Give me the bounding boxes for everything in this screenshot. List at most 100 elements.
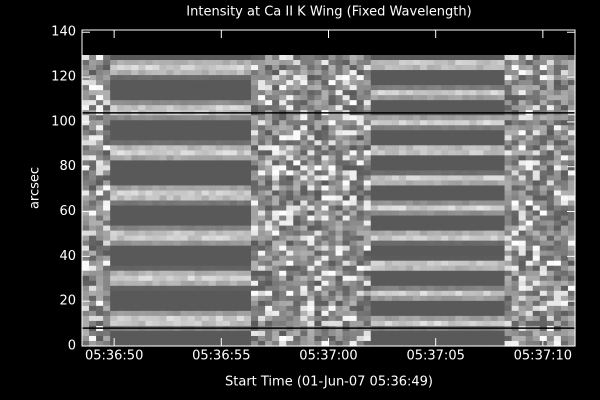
image-cell (96, 55, 104, 61)
image-cell (243, 145, 252, 151)
image-cell (455, 255, 463, 262)
image-cell (222, 90, 231, 96)
image-cell (567, 95, 576, 101)
image-cell (236, 230, 245, 237)
image-cell (391, 300, 400, 307)
image-cell (469, 205, 477, 212)
image-cell (201, 285, 210, 292)
image-cell (349, 105, 358, 111)
image-cell (173, 235, 182, 242)
image-cell (222, 235, 231, 242)
image-cell (166, 210, 175, 217)
image-cell (377, 275, 386, 282)
image-cell (286, 170, 294, 177)
image-cell (328, 130, 337, 136)
image-cell (462, 275, 470, 282)
image-cell (286, 330, 294, 337)
image-cell (314, 160, 323, 166)
image-cell (349, 170, 358, 177)
image-cell (159, 320, 168, 327)
image-cell (222, 250, 231, 257)
image-cell (138, 300, 146, 307)
image-cell (504, 165, 513, 171)
image-cell (413, 60, 421, 66)
image-cell (349, 270, 358, 277)
image-cell (462, 160, 470, 166)
image-cell (173, 60, 182, 66)
image-cell (321, 180, 330, 187)
image-cell (159, 125, 168, 131)
image-cell (180, 320, 189, 327)
image-cell (229, 115, 238, 121)
image-cell (427, 150, 435, 156)
image-cell (335, 190, 344, 197)
image-cell (518, 160, 527, 166)
image-cell (89, 130, 97, 136)
image-cell (539, 130, 548, 136)
image-cell (145, 180, 154, 187)
image-cell (89, 80, 97, 86)
image-cell (349, 95, 358, 101)
image-cell (441, 285, 449, 292)
image-cell (455, 275, 463, 282)
image-cell (504, 210, 513, 217)
image-cell (272, 115, 280, 121)
image-cell (243, 125, 252, 131)
image-cell (413, 265, 421, 272)
image-cell (173, 300, 182, 307)
image-cell (138, 190, 146, 197)
image-cell (208, 210, 217, 217)
image-cell (307, 215, 316, 222)
image-cell (89, 255, 97, 262)
image-cell (82, 330, 90, 337)
image-cell (567, 270, 576, 277)
image-cell (504, 200, 513, 207)
image-cell (476, 160, 485, 166)
image-cell (236, 130, 245, 136)
image-cell (356, 245, 365, 252)
image-cell (553, 150, 562, 156)
image-cell (215, 305, 224, 312)
image-cell (511, 330, 520, 337)
image-cell (103, 135, 111, 141)
image-cell (469, 255, 477, 262)
image-cell (286, 200, 294, 207)
image-cell (377, 85, 386, 91)
image-cell (553, 285, 562, 292)
image-cell (420, 60, 428, 66)
image-cell (194, 65, 203, 71)
image-cell (321, 105, 330, 111)
image-cell (469, 240, 477, 247)
image-cell (145, 265, 154, 272)
image-cell (272, 285, 280, 292)
image-cell (89, 235, 97, 242)
image-cell (173, 265, 182, 272)
image-cell (370, 340, 379, 347)
image-cell (166, 260, 175, 267)
image-cell (279, 215, 287, 222)
image-cell (434, 60, 442, 66)
image-cell (476, 165, 485, 171)
image-cell (194, 135, 203, 141)
image-cell (110, 190, 118, 197)
image-cell (363, 310, 372, 317)
image-cell (370, 125, 379, 131)
image-cell (553, 65, 562, 71)
image-cell (159, 80, 168, 86)
image-cell (89, 70, 97, 76)
image-cell (89, 335, 97, 342)
image-cell (215, 145, 224, 151)
image-cell (398, 260, 407, 267)
image-cell (427, 330, 435, 337)
image-cell (166, 285, 175, 292)
image-cell (300, 220, 308, 227)
image-cell (222, 180, 231, 187)
image-cell (441, 165, 449, 171)
image-cell (504, 80, 513, 86)
image-cell (194, 330, 203, 337)
image-cell (222, 230, 231, 237)
image-cell (222, 160, 231, 166)
image-cell (462, 310, 470, 317)
image-cell (103, 130, 111, 136)
image-cell (229, 125, 238, 131)
